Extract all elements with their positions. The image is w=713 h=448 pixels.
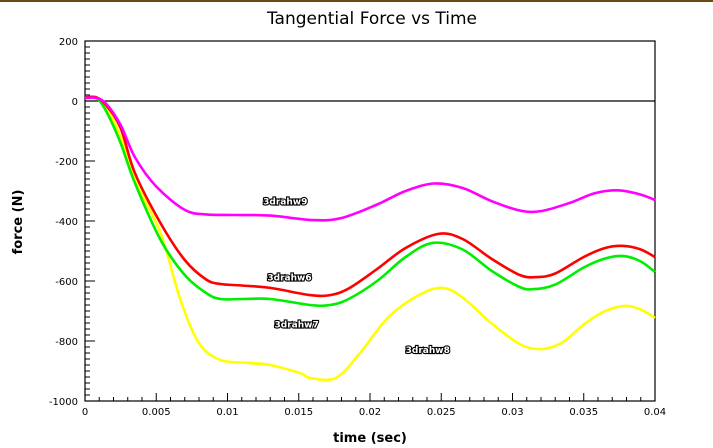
x-tick-label: 0.02 bbox=[359, 407, 381, 418]
x-axis-title: time (sec) bbox=[333, 431, 407, 446]
series-line-3drahw7 bbox=[84, 95, 656, 308]
window-top-border bbox=[0, 0, 713, 2]
x-axis: 0 0.005 0.01 0.015 0.02 0.025 0.03 0.035 0.04 bbox=[82, 393, 666, 418]
x-tick-label: 0.04 bbox=[644, 407, 666, 418]
y-tick-label: -1000 bbox=[49, 397, 78, 408]
curve-label-3drahw8: 3drahw8 bbox=[406, 346, 450, 356]
y-tick-label: -600 bbox=[55, 277, 78, 288]
chart-title: Tangential Force vs Time bbox=[266, 9, 477, 29]
series-line-3drahw6 bbox=[84, 95, 656, 298]
series-layer bbox=[84, 95, 656, 382]
x-tick-label: 0.035 bbox=[569, 407, 598, 418]
curve-label-3drahw7: 3drahw7 bbox=[275, 321, 319, 331]
x-tick-label: 0.005 bbox=[142, 407, 171, 418]
x-tick-label: 0 bbox=[82, 407, 88, 418]
y-tick-label: -400 bbox=[55, 217, 78, 228]
curve-label-3drahw9: 3drahw9 bbox=[263, 198, 307, 208]
series-line-3drahw9 bbox=[84, 96, 656, 222]
x-tick-label: 0.03 bbox=[501, 407, 523, 418]
y-axis: 200 0 -200 -400 -600 -800 -1000 bbox=[49, 37, 95, 408]
series-line-3drahw8 bbox=[84, 95, 656, 382]
x-tick-label: 0.025 bbox=[427, 407, 456, 418]
plot-area-frame bbox=[84, 40, 656, 402]
y-tick-label: -800 bbox=[55, 337, 78, 348]
x-tick-label: 0.015 bbox=[284, 407, 313, 418]
x-tick-label: 0.01 bbox=[216, 407, 238, 418]
y-tick-label: 200 bbox=[59, 37, 78, 48]
y-tick-label: -200 bbox=[55, 157, 78, 168]
curve-labels: 3drahw9 3drahw6 3drahw7 3drahw8 bbox=[262, 196, 451, 357]
curve-label-3drahw6: 3drahw6 bbox=[267, 273, 311, 283]
y-tick-label: 0 bbox=[72, 97, 78, 108]
y-axis-title: force (N) bbox=[11, 190, 26, 255]
